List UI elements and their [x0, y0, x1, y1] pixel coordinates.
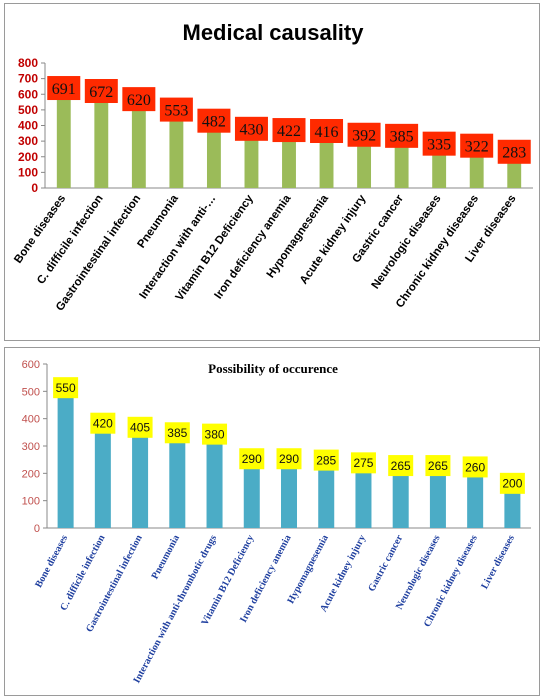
data-label-box	[197, 108, 231, 133]
data-label-box	[350, 452, 376, 474]
data-label: 392	[352, 128, 376, 145]
possibility-panel: Possibility of occurence 0 100 200 300 400 50…	[4, 347, 540, 696]
data-label: 275	[353, 456, 373, 470]
data-label-box	[47, 76, 81, 101]
data-label-box	[499, 472, 525, 494]
bar	[169, 101, 184, 188]
data-label: 672	[89, 84, 113, 101]
data-label: 620	[127, 92, 151, 109]
bar	[132, 417, 149, 528]
data-label-box	[202, 423, 228, 445]
y-tick-label: 400	[18, 119, 38, 133]
data-label-box	[122, 87, 156, 112]
y-tick-label: 200	[18, 150, 38, 164]
y-tick-label: 600	[22, 359, 40, 371]
bar	[56, 80, 71, 188]
data-label-box	[460, 133, 494, 158]
y-tick-label: 700	[18, 72, 38, 86]
y-tick-label: 0	[34, 523, 40, 535]
data-label: 553	[164, 102, 188, 119]
category-label: C. difficile infection	[35, 193, 106, 287]
data-label-box	[422, 131, 456, 156]
data-label-box	[239, 448, 265, 470]
data-label: 322	[465, 138, 489, 155]
y-tick-label: 0	[31, 181, 38, 195]
data-label: 265	[391, 459, 411, 473]
medical-causality-panel: Medical causality 0 100 200 300 400 500 600 700…	[4, 3, 540, 341]
category-label: Acute kidney injury	[298, 192, 369, 286]
data-label: 260	[465, 460, 485, 474]
category-label: Bone diseases	[33, 533, 70, 590]
data-label-box	[425, 455, 451, 477]
data-label-box	[159, 97, 193, 122]
y-tick-label: 400	[22, 414, 40, 426]
y-tick-label: 500	[18, 103, 38, 117]
data-label-box	[234, 116, 268, 141]
data-label: 416	[315, 124, 339, 141]
data-label: 335	[427, 136, 451, 153]
y-tick-label: 300	[22, 441, 40, 453]
data-label-box	[84, 79, 118, 103]
data-label-box	[388, 455, 414, 477]
y-tick-label: 500	[22, 386, 40, 398]
bar	[131, 91, 146, 188]
category-label: Interaction with anti-…	[137, 193, 218, 301]
data-label-box	[53, 377, 79, 399]
category-label: Iron deficiency anemia	[213, 192, 294, 301]
data-label: 405	[130, 421, 150, 435]
data-label: 385	[167, 426, 187, 440]
chart-title: Medical causality	[183, 20, 365, 45]
y-tick-label: 300	[18, 134, 38, 148]
data-label-box	[347, 122, 381, 147]
bar	[169, 422, 186, 528]
y-tick-label: 800	[18, 56, 38, 70]
data-label: 283	[502, 145, 526, 162]
data-label-box	[385, 123, 419, 148]
data-label: 290	[279, 452, 299, 466]
data-label: 265	[428, 459, 448, 473]
data-label-box	[497, 139, 531, 164]
category-label: Vitamin B12 Deficiency	[174, 192, 257, 303]
data-label: 380	[205, 427, 225, 441]
data-label: 290	[242, 452, 262, 466]
category-label: Gastric cancer	[366, 533, 405, 594]
category-label: Hypomagnesemia	[285, 533, 330, 605]
bar	[94, 83, 109, 188]
data-label-box	[313, 449, 339, 471]
category-label: Neurologic diseases	[370, 193, 444, 292]
data-label: 422	[277, 123, 301, 140]
y-tick-label: 100	[18, 165, 38, 179]
category-label: Pneumonia	[150, 533, 182, 581]
data-label-box	[310, 119, 344, 143]
bar	[94, 413, 111, 528]
data-label: 385	[390, 129, 414, 146]
bar	[57, 377, 74, 528]
category-label: Liver diseases	[479, 533, 517, 591]
bar	[206, 424, 223, 528]
data-label: 430	[239, 122, 263, 139]
data-label-box	[164, 422, 190, 444]
data-label: 691	[52, 81, 76, 98]
data-label: 285	[316, 453, 336, 467]
data-label-box	[127, 416, 153, 438]
data-label-box	[272, 118, 306, 143]
chart-title: Possibility of occurence	[208, 361, 338, 376]
data-label: 420	[93, 417, 113, 431]
data-label: 550	[56, 381, 76, 395]
y-tick-label: 200	[22, 468, 40, 480]
data-label: 200	[502, 477, 522, 491]
data-label: 482	[202, 113, 226, 130]
y-tick-label: 600	[18, 87, 38, 101]
data-label-box	[90, 412, 116, 434]
data-label-box	[462, 456, 488, 478]
data-label-box	[276, 448, 302, 470]
possibility-chart: Possibility of occurence 0 100 200 300 400 50…	[22, 359, 531, 685]
y-tick-label: 100	[22, 496, 40, 508]
